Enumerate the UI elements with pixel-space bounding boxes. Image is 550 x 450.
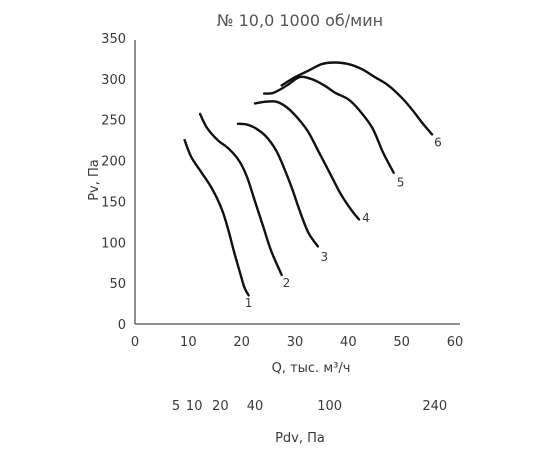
curve-label-5: 5 [397, 176, 405, 190]
pdv-tick-label: 100 [317, 399, 342, 414]
fan-curve-4 [253, 100, 361, 221]
pdv-tick-label: 5 [172, 399, 180, 414]
x-tick-label: 50 [393, 335, 410, 350]
curve-label-6: 6 [434, 136, 442, 150]
y-tick-label: 200 [101, 155, 126, 170]
x-tick-label: 30 [287, 335, 304, 350]
curve-label-2: 2 [283, 276, 291, 290]
y-tick-label: 150 [101, 195, 126, 210]
x-tick-label: 40 [340, 335, 357, 350]
y-tick-label: 250 [101, 114, 126, 129]
pdv-tick-label: 240 [422, 399, 447, 414]
x-axis-ticks: 0 10 20 30 40 50 60 [131, 335, 463, 350]
y-tick-label: 0 [118, 318, 126, 333]
curve-label-3: 3 [321, 250, 329, 264]
y-tick-label: 50 [109, 277, 126, 292]
secondary-axis-label: Pdv, Па [275, 431, 325, 446]
fan-curve-2 [198, 112, 283, 277]
pdv-tick-label: 10 [186, 399, 203, 414]
x-tick-label: 20 [233, 335, 250, 350]
y-axis-ticks: 0 50 100 150 200 250 300 350 [101, 32, 126, 333]
fan-curve-5 [262, 75, 395, 174]
fan-curve-1 [183, 138, 250, 297]
pdv-tick-label: 40 [247, 399, 264, 414]
fan-curves [183, 61, 434, 297]
curve-label-4: 4 [362, 211, 370, 225]
x-tick-label: 10 [180, 335, 197, 350]
y-tick-label: 100 [101, 236, 126, 251]
x-tick-label: 0 [131, 335, 139, 350]
x-tick-label: 60 [447, 335, 464, 350]
y-tick-label: 350 [101, 32, 126, 47]
curve-label-1: 1 [245, 296, 253, 310]
y-axis-label: Pv, Па [87, 159, 102, 201]
x-axis-label: Q, тыс. м³/ч [272, 361, 351, 376]
pdv-tick-label: 20 [212, 399, 229, 414]
fan-curve-3 [236, 122, 320, 248]
secondary-axis-ticks: 5 10 20 40 100 240 [172, 399, 447, 414]
fan-curve-6 [280, 61, 434, 136]
chart-title: № 10,0 1000 об/мин [217, 11, 383, 30]
curve-labels: 1 2 3 4 5 6 [245, 136, 442, 310]
y-tick-label: 300 [101, 73, 126, 88]
